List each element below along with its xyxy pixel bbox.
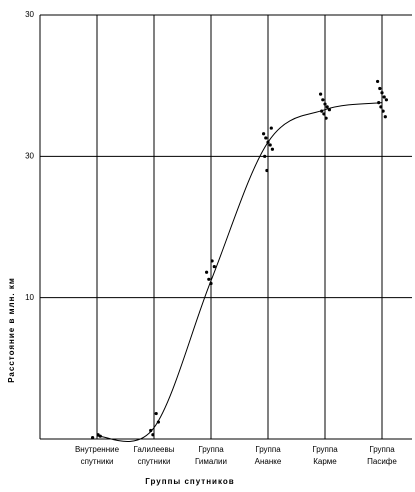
x-tick-label: Группа bbox=[198, 445, 224, 454]
data-point bbox=[383, 115, 387, 119]
y-tick-label: 10 bbox=[25, 293, 34, 302]
data-point bbox=[156, 420, 160, 424]
x-tick-label: Пасифе bbox=[367, 457, 397, 466]
data-point bbox=[384, 98, 388, 102]
data-point bbox=[324, 116, 328, 120]
data-point bbox=[381, 109, 385, 113]
data-point bbox=[323, 102, 327, 106]
x-tick-label: Группа bbox=[369, 445, 395, 454]
data-point bbox=[327, 108, 331, 112]
data-point bbox=[270, 147, 274, 151]
data-point bbox=[376, 79, 380, 84]
x-tick-label: Внутренние bbox=[75, 445, 120, 454]
y-tick-label: 30 bbox=[25, 151, 34, 160]
x-tick-label: Группа bbox=[312, 445, 338, 454]
data-point bbox=[377, 101, 381, 105]
x-tick-label: Ананке bbox=[255, 457, 282, 466]
data-point bbox=[262, 132, 266, 136]
data-point bbox=[269, 126, 273, 130]
data-point bbox=[322, 112, 326, 116]
x-tick-label: спутники bbox=[138, 457, 171, 466]
y-tick-label: 30 bbox=[25, 10, 34, 19]
curve bbox=[96, 102, 383, 442]
y-axis-label: Расстояние в млн. км bbox=[7, 277, 16, 383]
data-point bbox=[207, 277, 211, 281]
data-point bbox=[266, 140, 270, 144]
data-point bbox=[151, 433, 155, 437]
data-point bbox=[380, 91, 384, 95]
data-point bbox=[319, 92, 323, 96]
data-point bbox=[320, 109, 324, 113]
data-point bbox=[378, 86, 382, 91]
x-tick-label: Группа bbox=[255, 445, 281, 454]
data-point bbox=[379, 105, 383, 109]
data-point bbox=[265, 168, 269, 173]
data-point bbox=[96, 433, 100, 437]
data-point bbox=[91, 435, 95, 440]
data-point bbox=[154, 411, 158, 416]
data-point bbox=[325, 105, 329, 109]
data-point bbox=[268, 143, 272, 147]
x-tick-label: Карме bbox=[313, 457, 337, 466]
data-point bbox=[209, 281, 213, 286]
data-point bbox=[321, 98, 325, 102]
x-axis-label: Группы спутников bbox=[145, 477, 234, 486]
data-point bbox=[263, 154, 267, 158]
data-point bbox=[205, 270, 209, 274]
data-point bbox=[149, 428, 153, 433]
data-point bbox=[212, 264, 216, 269]
data-point bbox=[382, 95, 386, 99]
x-tick-label: Галилеевы bbox=[133, 445, 174, 454]
x-tick-label: спутники bbox=[81, 457, 114, 466]
data-point bbox=[264, 136, 268, 140]
x-tick-label: Гималии bbox=[195, 457, 227, 466]
data-point bbox=[210, 259, 214, 263]
